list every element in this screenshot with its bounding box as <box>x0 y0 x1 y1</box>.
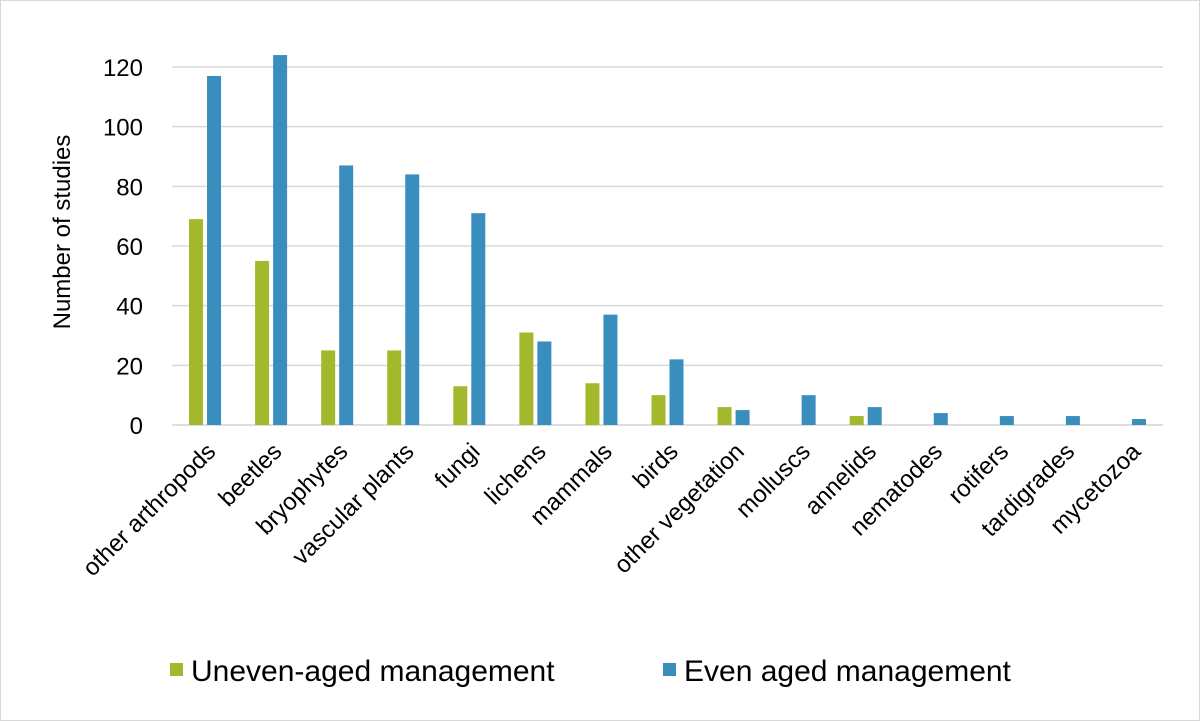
x-tick-label: fungi <box>430 438 486 494</box>
bar-uneven-birds <box>651 395 666 425</box>
y-axis-title: Number of studies <box>49 135 76 330</box>
y-tick-label: 0 <box>130 413 143 440</box>
bar-even-annelids <box>867 407 882 425</box>
bar-even-lichens <box>537 341 552 425</box>
bars <box>189 55 1146 426</box>
x-tick-label: vascular plants <box>287 438 419 570</box>
bar-even-beetles <box>273 55 288 426</box>
bar-uneven-annelids <box>849 416 864 425</box>
bar-even-tardigrades <box>1065 416 1080 425</box>
bar-even-mammals <box>603 314 618 425</box>
legend-label-even: Even aged management <box>684 655 1012 688</box>
y-tick-label: 40 <box>116 294 143 321</box>
y-tick-label: 80 <box>116 174 143 201</box>
x-tick-label: other arthropods <box>78 438 222 582</box>
x-tick-label: birds <box>628 438 684 494</box>
bar-uneven-bryophytes <box>321 350 336 425</box>
bar-uneven-vascular-plants <box>387 350 402 425</box>
bar-even-nematodes <box>933 413 948 425</box>
bar-even-birds <box>669 359 684 425</box>
bar-uneven-fungi <box>453 386 468 425</box>
bar-even-molluscs <box>801 395 816 425</box>
bar-even-other-arthropods <box>207 75 222 425</box>
bar-uneven-lichens <box>519 332 534 425</box>
y-tick-label: 100 <box>103 115 143 142</box>
bar-even-vascular-plants <box>405 174 420 425</box>
x-category-labels: other arthropodsbeetlesbryophytesvascula… <box>78 438 1147 582</box>
x-tick-label: molluscs <box>731 438 816 523</box>
bar-uneven-other-vegetation <box>717 407 732 425</box>
legend-swatch-uneven <box>170 663 183 676</box>
y-tick-label: 20 <box>116 353 143 380</box>
gridlines <box>172 66 1163 426</box>
bar-uneven-beetles <box>255 260 270 425</box>
bar-even-rotifers <box>999 416 1014 425</box>
bar-even-other-vegetation <box>735 410 750 425</box>
y-tick-label: 120 <box>103 55 143 82</box>
legend-label-uneven: Uneven-aged management <box>191 655 555 688</box>
bar-even-mycetozoa <box>1131 419 1146 425</box>
y-tick-labels: 0 20 40 60 80 100 120 <box>103 55 143 440</box>
bar-even-fungi <box>471 213 486 425</box>
y-tick-label: 60 <box>116 234 143 261</box>
bar-even-bryophytes <box>339 165 354 425</box>
legend: Uneven-aged management Even aged manageme… <box>170 655 1012 688</box>
legend-swatch-even <box>663 663 676 676</box>
bar-uneven-other-arthropods <box>189 219 204 425</box>
bar-uneven-mammals <box>585 383 600 425</box>
